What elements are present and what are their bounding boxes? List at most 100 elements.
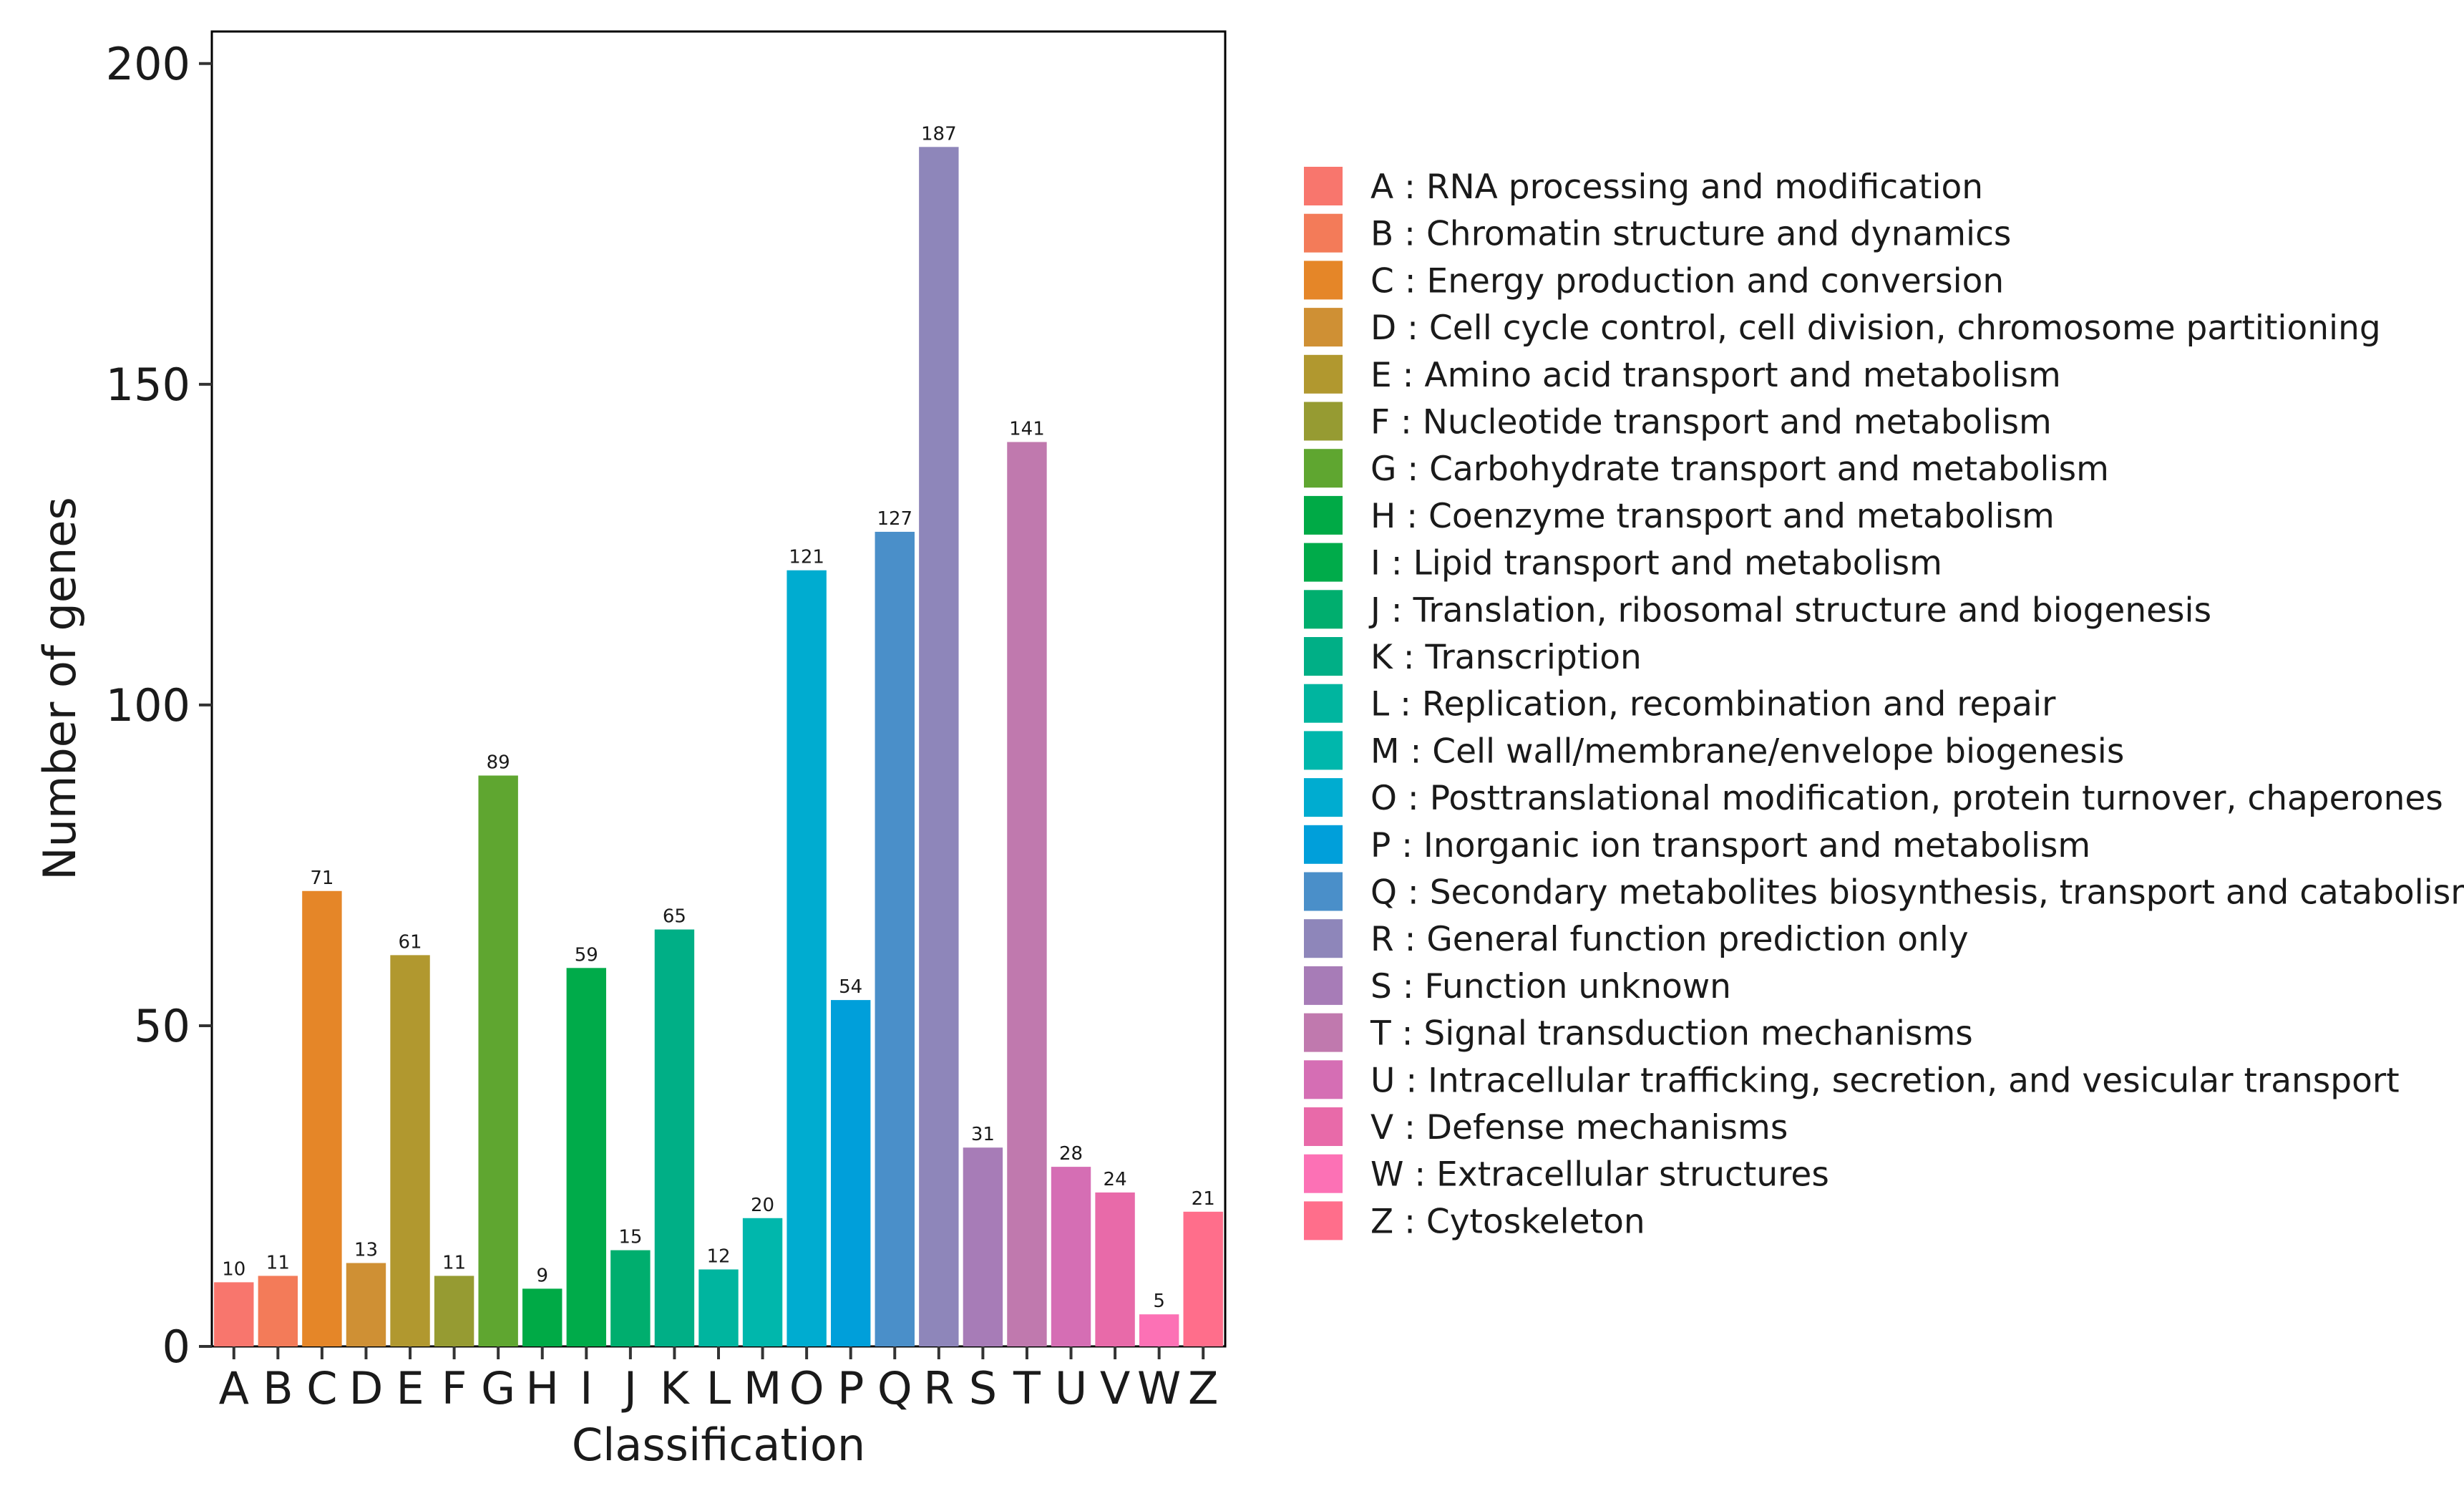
legend-label-P: P : Inorganic ion transport and metaboli… [1370,826,2090,865]
bar-C [302,890,342,1346]
legend-key-W [1304,1154,1343,1193]
legend-label-M: M : Cell wall/membrane/envelope biogenes… [1370,732,2124,771]
x-tick-label-E: E [396,1362,424,1414]
y-tick-label: 0 [162,1321,190,1373]
bar-value-label-O: 121 [789,547,824,568]
bar-W [1139,1314,1179,1346]
legend-label-E: E : Amino acid transport and metabolism [1370,356,2061,395]
y-axis: 0 50 100 150 200 [106,38,212,1373]
bar-value-label-F: 11 [442,1252,466,1273]
bar-value-label-J: 15 [618,1227,642,1248]
bar-value-label-S: 31 [971,1124,995,1145]
bar-value-label-R: 187 [921,123,957,145]
legend-key-C [1304,261,1343,300]
legend-label-T: T : Signal transduction mechanisms [1370,1014,1973,1054]
y-tick-label: 100 [106,679,190,732]
bar-Q [875,531,915,1347]
legend-label-V: V : Defense mechanisms [1370,1108,1788,1147]
legend-key-J [1304,590,1343,629]
legend-key-B [1304,213,1343,253]
bar-R [919,147,959,1346]
legend-label-O: O : Posttranslational modification, prot… [1370,779,2443,818]
y-tick-label: 150 [106,359,190,411]
x-tick-label-G: G [481,1362,515,1414]
legend-key-V [1304,1107,1343,1146]
bar-S [963,1147,1003,1346]
legend-key-D [1304,308,1343,347]
legend-key-Z [1304,1201,1343,1240]
bar-U [1051,1167,1091,1346]
bar-L [698,1269,739,1346]
x-tick-label-B: B [263,1362,293,1414]
bar-K [654,929,695,1346]
y-axis-title: Number of genes [34,497,86,880]
legend-key-Q [1304,872,1343,911]
legend-label-B: B : Chromatin structure and dynamics [1370,215,2011,254]
x-tick-label-A: A [219,1362,249,1414]
bar-value-label-U: 28 [1059,1143,1083,1165]
bar-J [610,1250,651,1346]
x-tick-label-Q: Q [877,1362,912,1414]
x-tick-label-R: R [923,1362,954,1414]
bar-V [1095,1192,1135,1346]
legend-key-G [1304,449,1343,488]
y-tick-label: 50 [134,1000,190,1052]
bar-O [787,570,827,1346]
bar-value-label-C: 71 [310,868,333,889]
bar-labels-group: 10 11 71 13 61 11 89 9 59 15 65 12 20 121 54 127 187 31 14… [222,123,1215,1312]
x-tick-label-P: P [837,1362,864,1414]
bar-value-label-B: 11 [266,1252,290,1273]
legend-label-R: R : General function prediction only [1370,920,1969,959]
bar-Z [1183,1211,1223,1346]
legend-key-A [1304,167,1343,205]
bar-M [742,1218,783,1346]
bar-E [390,955,430,1346]
x-tick-label-D: D [349,1362,384,1414]
bar-F [434,1276,474,1346]
legend-key-R [1304,919,1343,958]
legend-label-K: K : Transcription [1370,638,1642,677]
x-tick-label-J: J [621,1362,637,1414]
bar-A [214,1282,254,1346]
bar-value-label-K: 65 [663,906,686,928]
x-axis-title: Classification [572,1419,865,1471]
bar-I [566,968,607,1346]
bar-H [522,1288,563,1346]
bar-G [478,775,518,1346]
bar-value-label-E: 61 [398,931,422,953]
legend-label-Q: Q : Secondary metabolites biosynthesis, … [1370,873,2464,913]
x-tick-label-I: I [580,1362,593,1414]
plot-panel [210,30,1227,1348]
bar-D [346,1263,386,1346]
bar-value-label-Q: 127 [877,508,912,530]
x-tick-label-K: K [660,1362,690,1414]
x-tick-label-M: M [744,1362,782,1414]
legend-label-A: A : RNA processing and modification [1370,167,1983,207]
legend-key-O [1304,778,1343,817]
bar-value-label-Z: 21 [1192,1188,1215,1210]
bar-T [1007,442,1047,1346]
bar-value-label-T: 141 [1009,419,1045,440]
bar-value-label-A: 10 [222,1258,245,1280]
x-tick-label-H: H [525,1362,559,1414]
bar-value-label-M: 20 [751,1195,774,1216]
bar-value-label-P: 54 [839,976,862,998]
bar-value-label-D: 13 [354,1240,378,1261]
legend-label-G: G : Carbohydrate transport and metabolis… [1370,450,2109,489]
bar-P [830,1000,871,1346]
x-tick-label-W: W [1137,1362,1181,1414]
legend-key-T [1304,1013,1343,1052]
bar-B [258,1276,298,1346]
bar-value-label-L: 12 [706,1245,730,1267]
x-tick-label-F: F [442,1362,467,1414]
legend-label-U: U : Intracellular trafficking, secretion… [1370,1061,2400,1100]
bar-value-label-H: 9 [536,1265,548,1286]
bars-group [214,147,1223,1347]
x-tick-label-V: V [1100,1362,1130,1414]
legend-label-F: F : Nucleotide transport and metabolism [1370,403,2052,442]
x-tick-label-S: S [969,1362,997,1414]
legend-label-S: S : Function unknown [1370,967,1731,1006]
legend-key-S [1304,966,1343,1005]
